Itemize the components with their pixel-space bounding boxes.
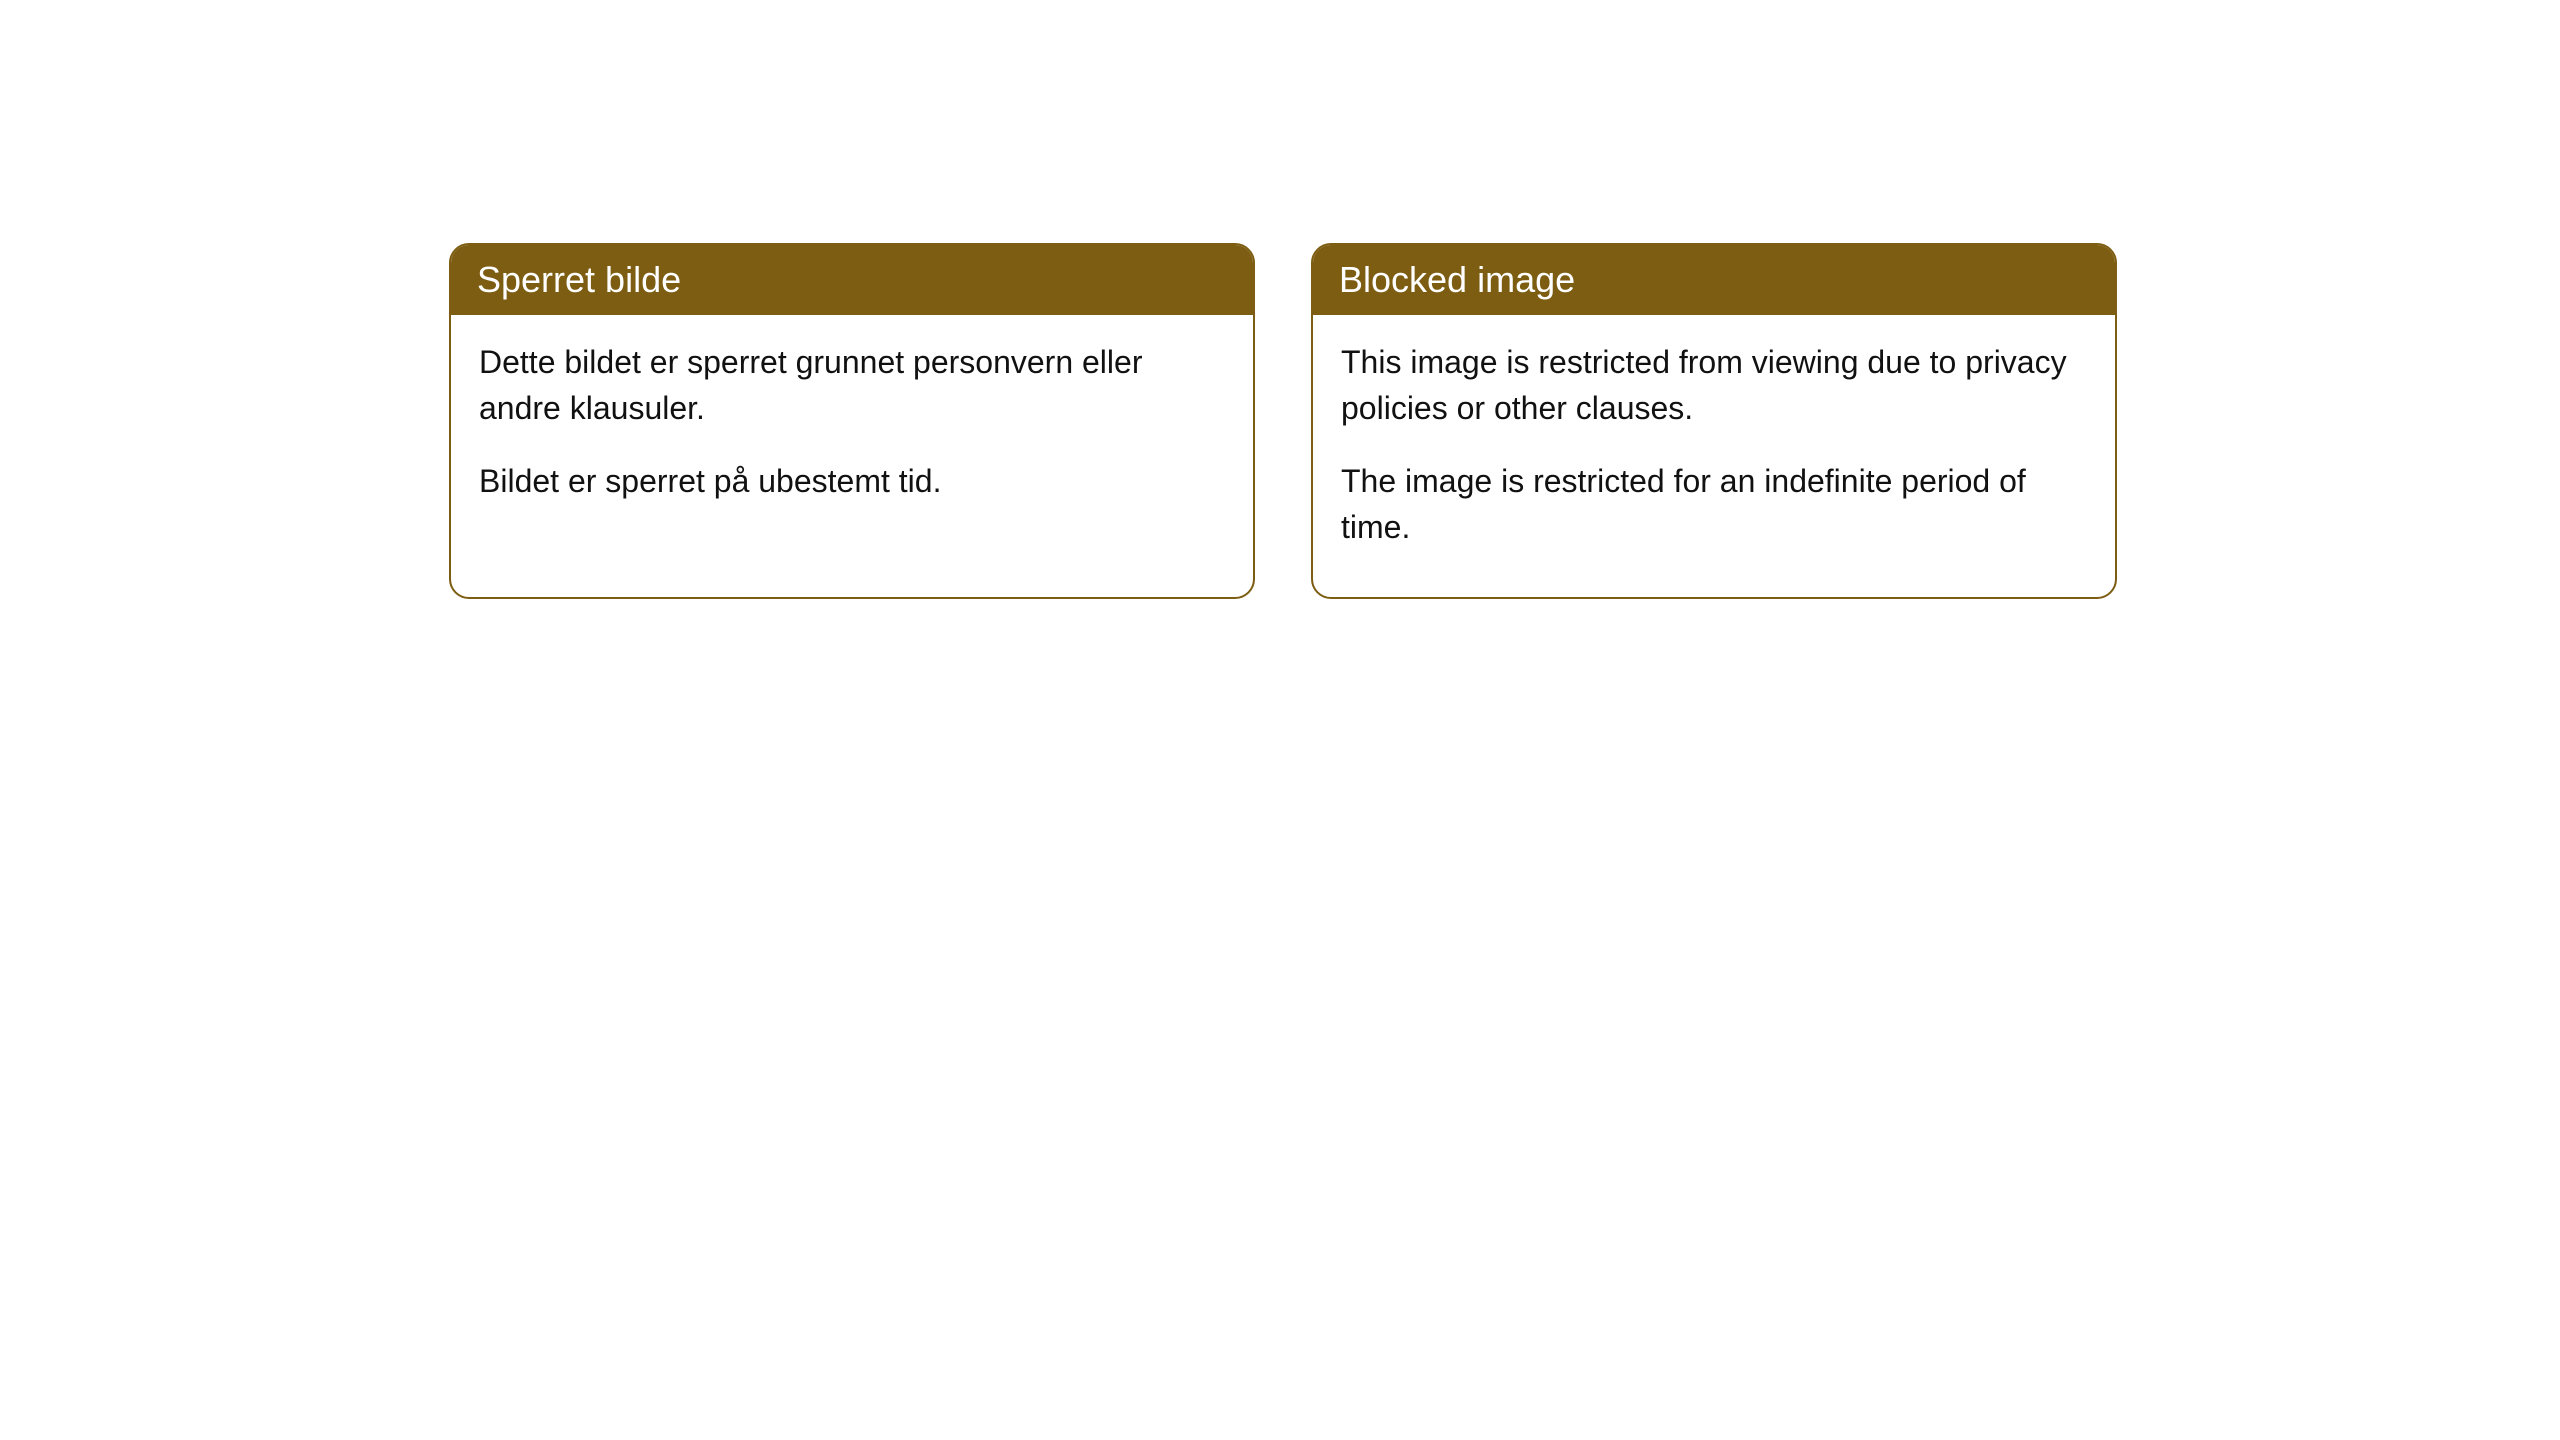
notice-card-norwegian: Sperret bilde Dette bildet er sperret gr… xyxy=(449,243,1255,599)
notice-body: Dette bildet er sperret grunnet personve… xyxy=(451,315,1253,550)
notice-header: Blocked image xyxy=(1313,245,2115,315)
notice-header: Sperret bilde xyxy=(451,245,1253,315)
notice-body: This image is restricted from viewing du… xyxy=(1313,315,2115,597)
notice-card-english: Blocked image This image is restricted f… xyxy=(1311,243,2117,599)
notice-text-line: Dette bildet er sperret grunnet personve… xyxy=(479,339,1225,432)
notice-container: Sperret bilde Dette bildet er sperret gr… xyxy=(449,243,2117,599)
notice-text-line: The image is restricted for an indefinit… xyxy=(1341,458,2087,551)
notice-text-line: Bildet er sperret på ubestemt tid. xyxy=(479,458,1225,504)
notice-text-line: This image is restricted from viewing du… xyxy=(1341,339,2087,432)
